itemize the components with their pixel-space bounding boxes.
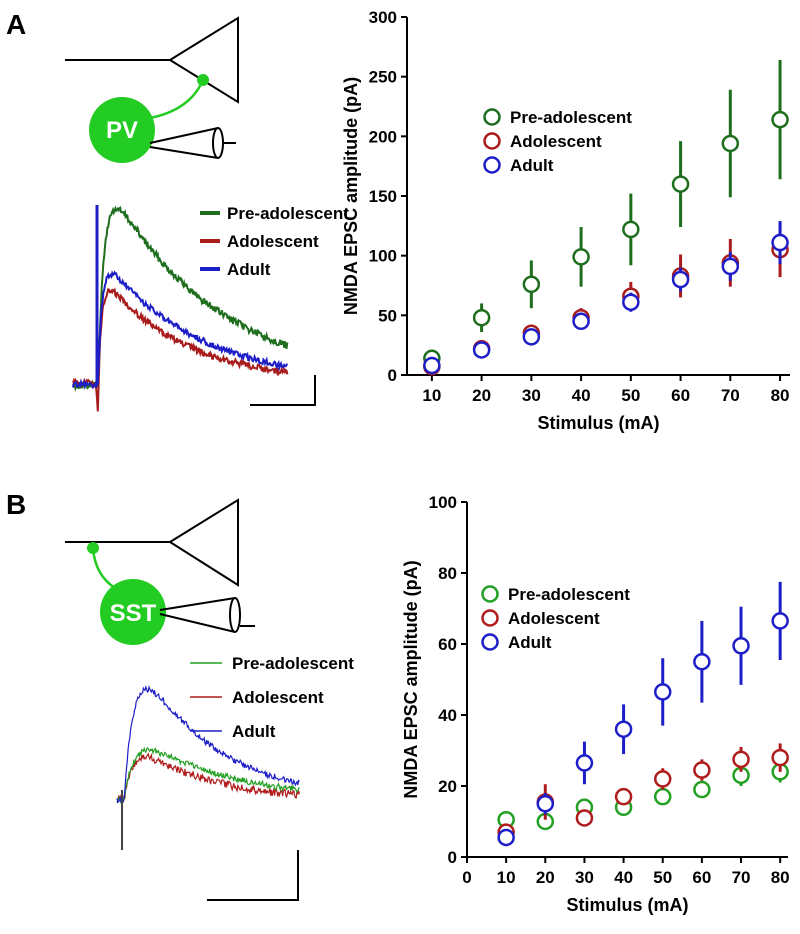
legend-label: Adult: [510, 156, 554, 175]
trace-legend-label: Adult: [227, 260, 271, 279]
data-point: [721, 257, 740, 276]
data-point: [614, 787, 633, 806]
trace-legend-label: Adolescent: [227, 232, 319, 251]
data-point: [693, 761, 711, 779]
panel-label: B: [6, 489, 26, 520]
data-point: [653, 683, 672, 701]
y-tick-label: 40: [438, 706, 457, 725]
trace-legend-label: Adult: [232, 722, 276, 741]
cell-label: SST: [110, 600, 157, 627]
data-point: [732, 637, 750, 655]
data-point: [771, 612, 789, 630]
trace: [72, 270, 289, 390]
x-tick-label: 10: [497, 868, 516, 887]
data-point: [771, 748, 789, 767]
y-tick-label: 150: [369, 187, 397, 206]
y-tick-label: 200: [369, 127, 397, 146]
x-tick-label: 50: [653, 868, 672, 887]
legend-label: Adolescent: [508, 609, 600, 628]
schematic-a: [65, 16, 239, 163]
data-point: [572, 248, 590, 266]
y-tick-label: 250: [369, 68, 397, 87]
data-point: [671, 175, 690, 193]
data-point: [671, 270, 690, 289]
x-tick-label: 70: [721, 386, 740, 405]
y-tick-label: 0: [448, 848, 457, 867]
trace-legend-label: Adolescent: [232, 688, 324, 707]
trace: [72, 287, 289, 412]
y-tick-label: 60: [438, 635, 457, 654]
x-tick-label: 30: [522, 386, 541, 405]
x-tick-label: 60: [692, 868, 711, 887]
data-point: [732, 750, 750, 769]
data-point: [472, 308, 491, 327]
legend-marker: [483, 108, 501, 126]
legend-marker: [481, 633, 499, 651]
data-point: [653, 787, 672, 806]
data-point: [693, 780, 711, 799]
scale-bar: [250, 375, 316, 406]
x-tick-label: 40: [614, 868, 633, 887]
panel-label: A: [6, 9, 26, 40]
x-axis-label: Stimulus (mA): [566, 895, 688, 915]
legend-marker: [483, 156, 501, 174]
data-point: [575, 754, 594, 772]
data-point: [522, 328, 541, 346]
x-axis-label: Stimulus (mA): [537, 413, 659, 433]
y-axis-label: NMDA EPSC amplitude (pA): [401, 560, 421, 798]
cell-label: PV: [106, 117, 138, 144]
data-point: [497, 828, 515, 847]
x-tick-label: 0: [462, 868, 471, 887]
x-tick-label: 40: [572, 386, 591, 405]
y-tick-label: 0: [388, 366, 397, 385]
y-axis-label: NMDA EPSC amplitude (pA): [341, 77, 361, 315]
x-tick-label: 80: [771, 868, 790, 887]
schematic-b: [65, 498, 255, 645]
x-tick-label: 30: [575, 868, 594, 887]
trace: [72, 205, 289, 392]
trace: [116, 684, 300, 804]
data-point: [693, 653, 711, 671]
data-point: [522, 275, 541, 294]
x-tick-label: 80: [771, 386, 790, 405]
y-tick-label: 100: [429, 493, 457, 512]
data-point: [572, 312, 590, 331]
x-tick-label: 70: [732, 868, 751, 887]
trace: [116, 752, 300, 803]
legend-label: Pre-adolescent: [510, 108, 632, 127]
data-point: [472, 341, 491, 359]
data-point: [771, 233, 789, 252]
data-point: [614, 720, 633, 738]
legend-marker: [481, 609, 499, 627]
y-tick-label: 20: [438, 777, 457, 796]
legend-marker: [483, 132, 501, 150]
data-point: [536, 795, 555, 813]
trace-legend-label: Pre-adolescent: [227, 204, 349, 223]
data-point: [721, 134, 740, 153]
trace-legend-label: Pre-adolescent: [232, 654, 354, 673]
data-point: [622, 293, 640, 311]
legend-marker: [481, 585, 499, 603]
x-tick-label: 50: [621, 386, 640, 405]
y-tick-label: 300: [369, 8, 397, 27]
y-tick-label: 100: [369, 247, 397, 266]
data-point: [771, 110, 789, 129]
y-tick-label: 50: [378, 306, 397, 325]
legend-label: Adolescent: [510, 132, 602, 151]
legend-label: Pre-adolescent: [508, 585, 630, 604]
data-point: [622, 220, 640, 239]
trace: [116, 746, 300, 804]
x-tick-label: 10: [422, 386, 441, 405]
data-point: [575, 809, 594, 827]
x-tick-label: 60: [671, 386, 690, 405]
legend-label: Adult: [508, 633, 552, 652]
x-tick-label: 20: [472, 386, 491, 405]
y-tick-label: 80: [438, 564, 457, 583]
data-point: [653, 770, 672, 788]
x-tick-label: 20: [536, 868, 555, 887]
scale-bar: [207, 850, 299, 901]
data-point: [423, 356, 441, 375]
